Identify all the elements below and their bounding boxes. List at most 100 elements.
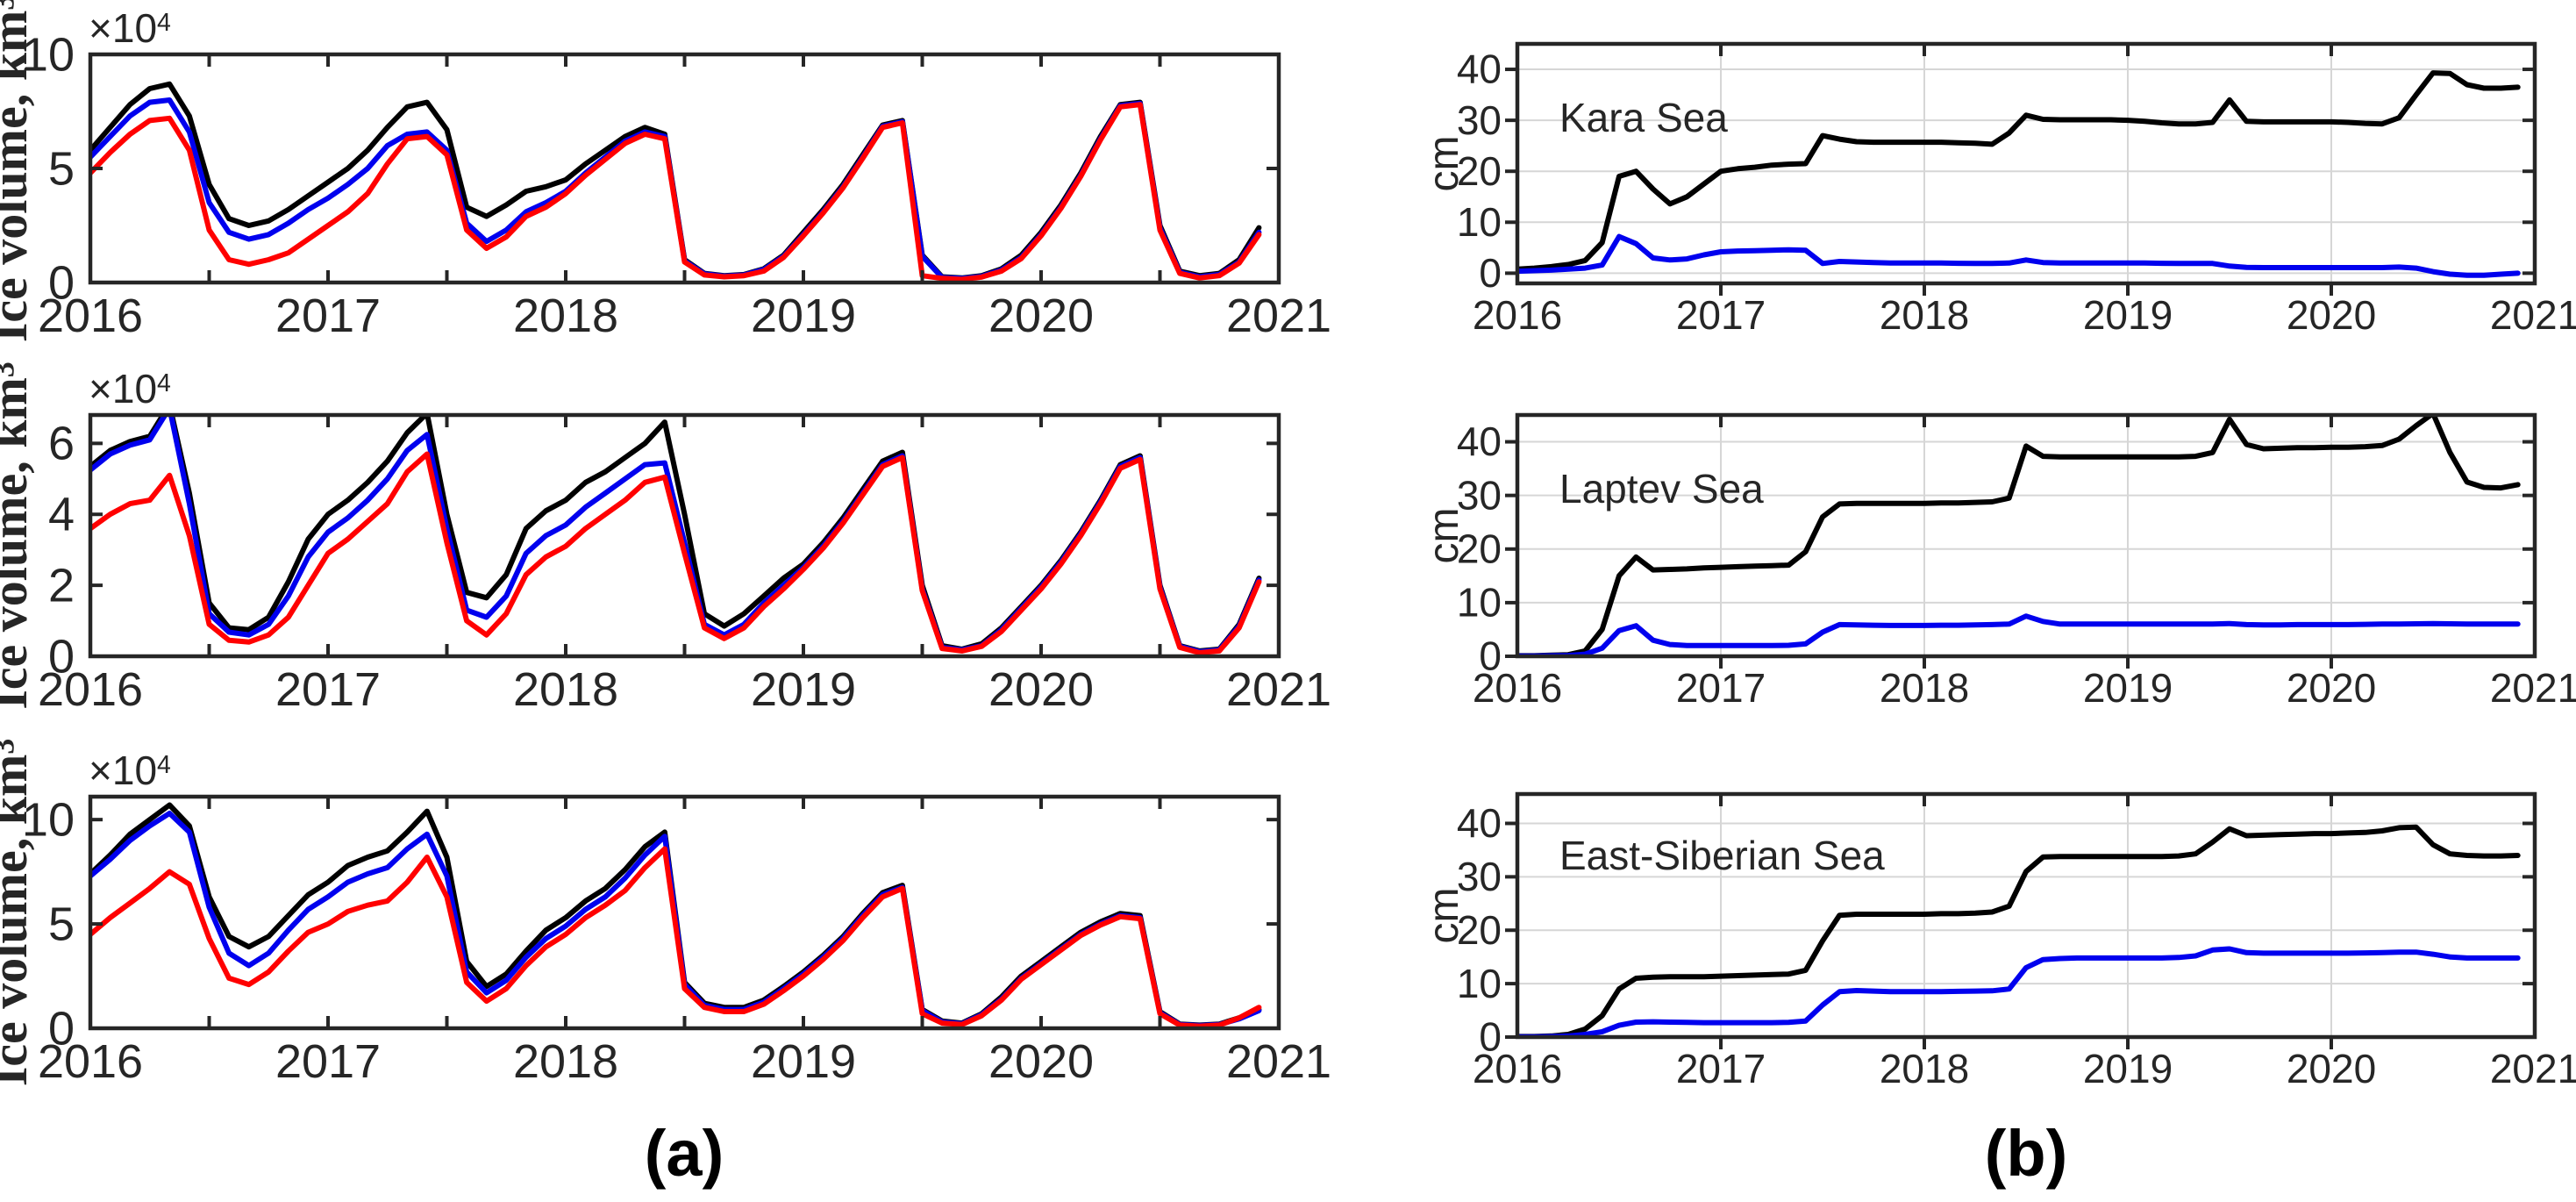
panel-b-label: (b) [1984, 1117, 2068, 1190]
y-tick-label: 0 [48, 1002, 75, 1055]
x-tick-label: 2017 [275, 663, 381, 716]
y-axis-label: cm [1421, 888, 1467, 944]
x-tick-label: 2020 [988, 290, 1094, 342]
y-tick-label: 6 [48, 418, 75, 470]
y-tick-label: 0 [1479, 250, 1502, 296]
ice-volume-top-plot: 2016 2017 2018 2019 2020 2021 0 5 10 ×104 Ice volu… [0, 0, 1331, 342]
x-tick-label: 2021 [1226, 1035, 1331, 1088]
plot-box [88, 794, 1281, 1031]
y-tick-label: 10 [1457, 199, 1502, 245]
ice-volume-middle-series-red [90, 451, 1262, 655]
laptev-sea-series-blue [1517, 613, 2521, 656]
y-tick-label: 20 [1457, 907, 1502, 953]
x-tick-label: 2016 [38, 290, 143, 342]
y-axis-label: cm [1421, 136, 1467, 192]
x-tick-label: 2017 [1676, 665, 1766, 711]
east-siberian-sea-series-group [1517, 824, 2521, 1037]
laptev-sea-series-black [1517, 415, 2521, 656]
x-tick-label: 2019 [2083, 292, 2173, 338]
x-tick-label: 2016 [1473, 665, 1562, 711]
east-siberian-sea-series-black [1517, 824, 2521, 1037]
kara-sea-series-group [1517, 70, 2521, 278]
y-axis-label: Ice volume, km3 [0, 361, 38, 710]
x-tick-label: 2018 [513, 290, 618, 342]
x-tick-label: 2018 [513, 1035, 618, 1088]
east-siberian-sea-series-blue [1517, 946, 2521, 1037]
ice-volume-top-series-group [90, 81, 1262, 283]
x-tick-label: 2021 [2490, 292, 2576, 338]
x-tick-label: 2020 [988, 1035, 1094, 1088]
sea-title: Laptev Sea [1559, 466, 1764, 512]
x-tick-label: 2019 [2083, 665, 2173, 711]
x-tick-label: 2020 [2287, 292, 2376, 338]
kara-sea-series-blue [1517, 233, 2521, 278]
x-tick-label: 2019 [751, 663, 856, 716]
x-tick-label: 2018 [1880, 292, 1969, 338]
kara-sea-plot: 2016 2017 2018 2019 2020 2021 0 10 20 30 40 cm Kara … [1421, 41, 2576, 338]
x-tick-label: 2017 [275, 1035, 381, 1088]
y-tick-label: 30 [1457, 854, 1502, 899]
x-tick-label: 2016 [1473, 1046, 1562, 1091]
ice-volume-middle-plot: 2016 2017 2018 2019 2020 2021 0 2 4 6 ×104 Ice volu… [0, 361, 1331, 716]
ice-volume-bottom-series-group [90, 802, 1262, 1028]
y-tick-label: 10 [1457, 580, 1502, 626]
y-tick-label: 30 [1457, 472, 1502, 518]
y-tick-label: 0 [48, 256, 75, 309]
ice-volume-top-series-red [90, 102, 1262, 283]
y-tick-label: 2 [48, 559, 75, 612]
y-tick-label: 40 [1457, 419, 1502, 464]
y-tick-label: 0 [1479, 1014, 1502, 1060]
y-tick-label: 5 [48, 142, 75, 195]
ice-volume-bottom-plot: 2016 2017 2018 2019 2020 2021 0 5 10 ×104 Ice volu… [0, 739, 1331, 1088]
y-tick-label: 0 [48, 630, 75, 683]
x-tick-label: 2016 [38, 663, 143, 716]
laptev-sea-series-group [1517, 415, 2521, 656]
ice-volume-middle-series-group [90, 415, 1262, 655]
x-tick-label: 2020 [2287, 665, 2376, 711]
x-tick-label: 2019 [2083, 1046, 2173, 1091]
x-tick-label: 2017 [275, 290, 381, 342]
x-tick-label: 2019 [751, 290, 856, 342]
x-tick-label: 2021 [1226, 290, 1331, 342]
panel-a-label: (a) [644, 1117, 724, 1190]
y-tick-label: 10 [1457, 961, 1502, 1006]
y-axis-label: cm [1421, 508, 1467, 564]
x-tick-label: 2018 [1880, 1046, 1969, 1091]
x-tick-label: 2018 [1880, 665, 1969, 711]
axis-scale-label: ×104 [89, 748, 171, 793]
y-tick-label: 40 [1457, 47, 1502, 92]
ice-volume-bottom-series-red [90, 846, 1262, 1028]
plot-box [1515, 412, 2537, 659]
axis-scale-label: ×104 [89, 5, 171, 51]
kara-sea-series-black [1517, 70, 2521, 272]
y-axis-label: Ice volume, km3 [0, 739, 38, 1087]
x-tick-label: 2020 [988, 663, 1094, 716]
y-tick-label: 4 [48, 489, 75, 541]
laptev-sea-plot: 2016 2017 2018 2019 2020 2021 0 10 20 30 40 cm Lapte… [1421, 412, 2576, 711]
x-tick-label: 2021 [1226, 663, 1331, 716]
plot-box [1515, 41, 2537, 286]
y-tick-label: 10 [22, 28, 75, 81]
y-tick-label: 30 [1457, 97, 1502, 143]
ice-volume-top-series-black [90, 81, 1262, 281]
x-tick-label: 2021 [2490, 1046, 2576, 1091]
x-tick-label: 2018 [513, 663, 618, 716]
x-tick-label: 2016 [38, 1035, 143, 1088]
x-tick-label: 2016 [1473, 292, 1562, 338]
plot-box [1515, 791, 2537, 1040]
sea-title: Kara Sea [1559, 95, 1728, 140]
y-tick-label: 40 [1457, 800, 1502, 846]
x-tick-label: 2019 [751, 1035, 856, 1088]
x-tick-label: 2020 [2287, 1046, 2376, 1091]
x-tick-label: 2017 [1676, 1046, 1766, 1091]
x-tick-label: 2017 [1676, 292, 1766, 338]
x-tick-label: 2021 [2490, 665, 2576, 711]
y-tick-label: 5 [48, 898, 75, 950]
y-axis-label: Ice volume, km3 [0, 0, 38, 342]
y-tick-label: 0 [1479, 633, 1502, 679]
y-tick-label: 10 [22, 794, 75, 847]
y-tick-label: 20 [1457, 148, 1502, 194]
sea-title: East-Siberian Sea [1559, 833, 1885, 878]
